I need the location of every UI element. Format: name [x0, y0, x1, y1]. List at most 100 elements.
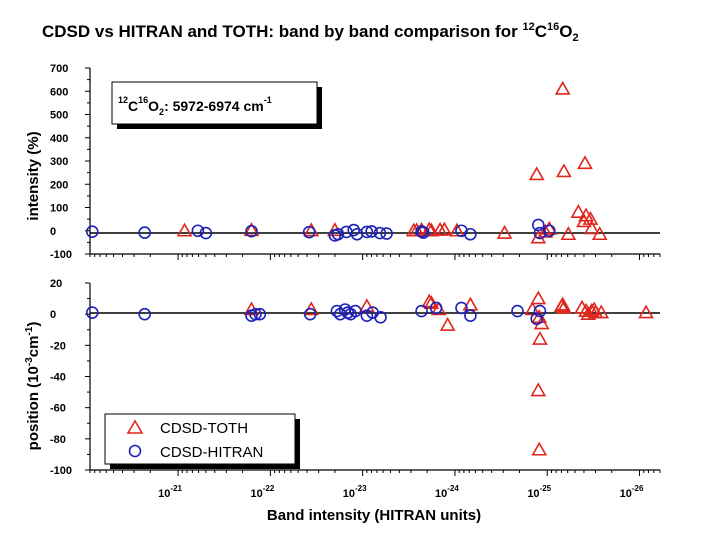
bottom-ytick-label: -60 [50, 403, 66, 415]
top-point-cdsd-toth [560, 226, 577, 241]
xtick-label: 10-26 [620, 484, 644, 500]
bottom-point-cdsd-hitran [455, 301, 468, 315]
x-axis-label: Band intensity (HITRAN units) [267, 507, 481, 524]
ylabel-cm: cm [25, 336, 42, 358]
band-annotation: 12C16O2: 5972-6974 cm-1 [111, 81, 322, 129]
bottom-ytick-label: -40 [50, 372, 66, 384]
xtick-label: 10-25 [527, 484, 551, 500]
top-point-cdsd-hitran [415, 225, 428, 238]
ylabel-post: ) [25, 322, 42, 327]
bottom-point-cdsd-hitran [511, 304, 524, 318]
annotation-sup-12: 12 [118, 95, 128, 105]
legend-circle-marker [128, 444, 142, 458]
annotation-range: : 5972-6974 cm [164, 98, 264, 114]
annotation-box [111, 81, 318, 125]
bottom-point-cdsd-hitran [303, 307, 317, 321]
top-ytick-label: 100 [50, 203, 68, 215]
bottom-point-cdsd-hitran [533, 304, 547, 318]
top-point-cdsd-hitran [417, 226, 430, 239]
legend-label-toth: CDSD-TOTH [160, 420, 248, 437]
top-point-cdsd-toth [243, 222, 260, 237]
top-point-cdsd-hitran [302, 225, 316, 239]
bottom-point-cdsd-hitran [415, 304, 428, 318]
top-point-cdsd-hitran [347, 223, 361, 237]
bottom-y-ticks: 20 0 -20 -40 -60 -80 -100 [50, 278, 90, 477]
bottom-point-cdsd-hitran [429, 301, 443, 315]
top-point-cdsd-hitran [199, 226, 213, 240]
ylabel-pre: position (10 [25, 366, 42, 450]
bottom-point-cdsd-hitran [138, 307, 151, 321]
top-ytick-label: 300 [50, 156, 68, 168]
bottom-point-cdsd-toth [638, 304, 654, 319]
top-point-cdsd-hitran [138, 226, 151, 239]
top-point-cdsd-toth [449, 222, 465, 237]
top-ytick-label: 400 [50, 133, 68, 145]
chart-title: CDSD vs HITRAN and TOTH: band by band co… [42, 21, 579, 44]
bottom-ytick-label: -20 [50, 340, 66, 352]
top-point-cdsd-toth [556, 163, 572, 178]
bottom-point-cdsd-hitran [464, 309, 477, 323]
annotation-unit-sup: -1 [264, 95, 272, 105]
title-sup-16: 16 [547, 21, 559, 33]
bottom-data-points [85, 290, 654, 456]
top-point-cdsd-hitran [373, 226, 387, 240]
top-point-cdsd-hitran [533, 226, 547, 240]
top-point-cdsd-hitran [245, 224, 258, 238]
bottom-ytick-label: -100 [50, 465, 72, 477]
top-point-cdsd-toth [591, 226, 608, 241]
top-point-cdsd-hitran [542, 224, 556, 238]
bottom-y-axis-label: position (10-3cm-1) [24, 322, 42, 451]
title-sub-2: 2 [572, 32, 578, 44]
top-ytick-label: -100 [50, 249, 72, 261]
top-point-cdsd-hitran [85, 225, 99, 238]
annotation-c: C [128, 98, 138, 114]
top-ytick-label: 700 [50, 63, 68, 75]
ylabel-sup-exp: -3 [24, 357, 35, 366]
legend-triangle-marker [126, 419, 144, 434]
top-point-cdsd-hitran [365, 225, 378, 238]
bottom-ytick-label: 0 [50, 309, 56, 321]
xtick-label: 10-24 [435, 484, 459, 500]
top-point-cdsd-toth [537, 223, 554, 238]
top-ytick-label: 200 [50, 179, 68, 191]
xtick-label: 10-23 [343, 484, 367, 500]
title-c: C [535, 22, 547, 41]
bottom-point-cdsd-toth [533, 315, 550, 330]
bottom-point-cdsd-toth [532, 330, 548, 345]
bottom-point-cdsd-toth [583, 302, 600, 317]
top-point-cdsd-toth [496, 224, 513, 239]
bottom-ytick-label: 20 [50, 278, 62, 290]
top-point-cdsd-hitran [380, 227, 393, 240]
top-y-ticks: 700 600 500 400 300 200 100 0 -100 [50, 63, 90, 261]
top-point-cdsd-toth [583, 220, 600, 235]
annotation-sup-16: 16 [138, 95, 148, 105]
bottom-x-ticks: 10-21 10-22 10-23 10-24 10-25 10-26 [89, 470, 661, 500]
top-point-cdsd-hitran [360, 225, 374, 239]
top-point-cdsd-toth [554, 80, 571, 95]
bottom-point-cdsd-toth [554, 296, 571, 311]
bottom-ytick-label: -80 [50, 434, 66, 446]
xtick-label: 10-21 [158, 484, 182, 500]
top-point-cdsd-toth [436, 221, 453, 236]
legend-label-hitran: CDSD-HITRAN [160, 444, 263, 461]
bottom-point-cdsd-toth [593, 304, 610, 319]
bottom-point-cdsd-toth [439, 316, 456, 331]
top-point-cdsd-hitran [191, 224, 205, 238]
top-ytick-label: 500 [50, 110, 68, 122]
annotation-text: 12C16O2: 5972-6974 cm-1 [118, 95, 272, 117]
bottom-point-cdsd-hitran [349, 304, 362, 318]
bottom-point-cdsd-hitran [253, 307, 267, 321]
top-point-cdsd-toth [577, 155, 593, 170]
bottom-point-cdsd-hitran [85, 306, 99, 319]
bottom-point-cdsd-toth [530, 290, 547, 305]
bottom-point-cdsd-hitran [374, 310, 387, 324]
top-data-points [85, 80, 608, 244]
top-x-minor-ticks [89, 254, 661, 260]
bottom-panel: 20 0 -20 -40 -60 -80 -100 10-21 10-22 10-23 10-24… [24, 278, 661, 524]
top-y-axis-label: intensity (%) [25, 131, 42, 220]
top-point-cdsd-hitran [531, 218, 545, 232]
bottom-point-cdsd-toth [530, 382, 547, 397]
annotation-o: O [148, 98, 159, 114]
bottom-point-cdsd-toth [531, 441, 548, 456]
